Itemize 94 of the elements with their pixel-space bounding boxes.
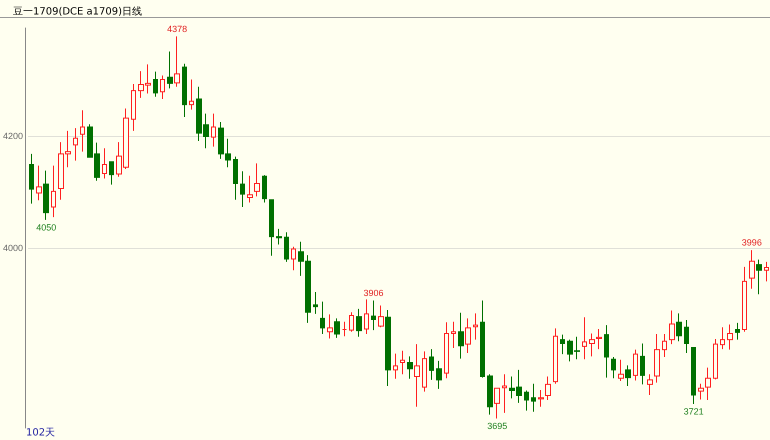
candlestick: [545, 376, 551, 401]
chart-title: 豆一1709(DCE a1709)日线: [13, 6, 142, 18]
candlestick: [29, 153, 34, 204]
candlestick: [182, 63, 187, 118]
candlestick: [436, 360, 442, 390]
candlestick: [494, 388, 500, 419]
candlestick: [51, 165, 56, 218]
candlestick: [713, 338, 718, 380]
candlestick: [589, 332, 595, 357]
candlestick: [371, 300, 376, 331]
candlestick: [727, 324, 733, 350]
candlestick: [422, 350, 427, 392]
candlestick: [131, 83, 136, 132]
candlestick: [327, 314, 333, 339]
candlestick: [553, 328, 558, 384]
candlestick: [233, 156, 238, 200]
candlestick: [582, 316, 587, 360]
candlestick: [669, 310, 675, 345]
candlestick: [36, 165, 42, 201]
candlestick: [262, 174, 267, 204]
annotation: 4378: [167, 24, 188, 34]
candlestick: [705, 367, 711, 401]
candlestick: [284, 232, 289, 262]
candlestick: [400, 350, 405, 375]
candlestick: [625, 364, 631, 387]
candlestick: [43, 170, 49, 220]
candlestick: [465, 318, 471, 354]
candlestick: [153, 71, 158, 98]
candlestick: [487, 374, 493, 416]
candlestick: [429, 348, 434, 380]
candlestick: [611, 356, 616, 379]
candlestick: [334, 318, 340, 338]
annotation: 3996: [742, 238, 762, 248]
candlestick: [560, 334, 565, 355]
candlestick: [647, 374, 653, 396]
candlestick: [676, 312, 682, 342]
candlestick: [276, 228, 282, 246]
candlestick: [756, 259, 762, 295]
candlestick: [80, 110, 85, 152]
candlestick: [691, 346, 696, 404]
candlestick: [189, 78, 194, 110]
candlestick: [531, 383, 536, 412]
candlestick: [618, 359, 624, 382]
candlestick: [473, 312, 478, 340]
candlestick: [378, 304, 384, 328]
candlestick: [269, 199, 274, 256]
candlestick: [604, 324, 609, 378]
candlestick: [480, 300, 485, 378]
candlestick: [174, 36, 180, 88]
candlestick: [393, 353, 398, 380]
candlestick: [458, 312, 464, 360]
candlestick: [211, 113, 216, 148]
candlestick: [109, 161, 114, 186]
candlestick: [167, 50, 173, 89]
candlestick: [502, 374, 507, 414]
annotation: 102天: [26, 428, 56, 438]
candlestick: [735, 322, 740, 340]
candlestick: [313, 292, 318, 314]
candlestick: [385, 309, 391, 387]
candlestick: [73, 128, 78, 162]
candlestick: [596, 328, 602, 350]
candlestick: [414, 344, 420, 408]
candlestick: [524, 390, 529, 412]
candlestick: [364, 298, 369, 335]
y-tick-label: 4000: [2, 242, 24, 253]
annotation: 3906: [364, 288, 384, 298]
candlestick: [654, 334, 660, 384]
candlestick: [451, 321, 456, 348]
candlestick: [684, 320, 689, 354]
candlestick: [764, 261, 769, 282]
annotation: 3721: [684, 406, 704, 416]
candlestick: [320, 301, 325, 335]
candlestick: [254, 162, 260, 197]
annotation: 3695: [487, 420, 508, 431]
candlestick: [342, 321, 347, 337]
y-tick-label: 4200: [2, 130, 24, 141]
candlestick: [662, 334, 667, 358]
candlestick: [444, 322, 449, 379]
candlestick: [407, 356, 413, 380]
candlestick: [160, 75, 165, 100]
candlestick: [247, 175, 253, 204]
candlestick: [749, 250, 755, 290]
annotation: 4050: [36, 222, 56, 232]
candlestick: [349, 312, 354, 332]
candlestick: [538, 389, 544, 408]
candlestick: [720, 326, 725, 350]
candlestick: [633, 349, 638, 381]
candlestick: [640, 343, 645, 385]
candlestick: [698, 383, 704, 400]
candlestick: [291, 246, 296, 271]
candlestick: [240, 170, 245, 208]
candlestick: [102, 148, 107, 179]
candlestick: [356, 308, 362, 338]
candlestick: [742, 266, 747, 332]
